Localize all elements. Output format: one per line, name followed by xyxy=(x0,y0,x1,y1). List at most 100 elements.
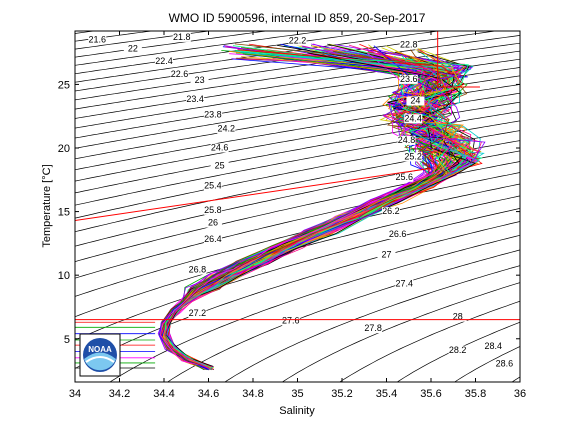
y-tick-label: 15 xyxy=(58,207,70,219)
isopycnal-label-bg xyxy=(203,218,222,228)
isopycnal-label: 24.4 xyxy=(404,113,422,123)
isopycnal-label: 25.2 xyxy=(404,151,422,161)
isopycnal-label: 22.6 xyxy=(171,69,189,79)
isopycnal-label-bg xyxy=(203,110,222,120)
isopycnal-label: 26.8 xyxy=(189,265,207,275)
noaa-logo: NOAA xyxy=(79,333,121,377)
isopycnal-label: 23 xyxy=(195,75,205,85)
isopycnal-label-bg xyxy=(364,324,383,334)
y-tick-label: 5 xyxy=(64,334,70,346)
isopycnal-label: 24 xyxy=(410,95,420,105)
isopycnal-label: 21.6 xyxy=(88,34,106,44)
isopycnal-line xyxy=(75,31,212,50)
y-tick-label: 20 xyxy=(58,143,70,155)
ts-profile-line xyxy=(165,43,450,368)
isopycnal-label: 27 xyxy=(381,249,391,259)
isopycnal-label: 21.8 xyxy=(173,32,191,42)
ts-profile-line xyxy=(161,50,455,368)
x-tick-label: 35.2 xyxy=(331,388,352,400)
isopycnal-label-bg xyxy=(381,207,400,217)
x-tick-label: 34.2 xyxy=(109,388,130,400)
isopycnal-label-bg xyxy=(170,69,189,79)
isopycnal-label-bg xyxy=(448,345,467,355)
isopycnal-line xyxy=(75,31,155,42)
isopycnal-label: 23.6 xyxy=(400,74,418,84)
isopycnal-line xyxy=(166,249,520,382)
red-reference-line xyxy=(75,167,432,221)
isopycnal-label: 25 xyxy=(215,160,225,170)
isopycnal-label-bg xyxy=(288,36,307,46)
x-tick-label: 34.8 xyxy=(242,388,263,400)
isopycnal-label-bg xyxy=(395,172,414,182)
isopycnal-label: 26.4 xyxy=(204,234,222,244)
isopycnal-label: 28.6 xyxy=(496,359,514,369)
isopycnal-label-bg xyxy=(155,57,173,67)
isopycnal-label: 24.2 xyxy=(218,123,236,133)
isopycnal-label-bg xyxy=(377,250,396,260)
isopycnal-label-bg xyxy=(203,235,222,245)
isopycnal-label: 24.8 xyxy=(398,135,416,145)
isopycnal-label-bg xyxy=(190,76,209,86)
isopycnal-label: 25.4 xyxy=(204,181,222,191)
isopycnal-line xyxy=(75,101,520,182)
isopycnal-label: 27.8 xyxy=(364,323,382,333)
y-axis-label: Temperature [°C] xyxy=(41,164,53,247)
isopycnal-labels: 21.6 21.8 22 22.2 22.4 22.6 22.8 23 23.423.8 23.6… xyxy=(88,32,514,369)
isopycnal-line xyxy=(75,111,520,194)
x-tick-label: 35.8 xyxy=(465,388,486,400)
x-tick-label: 34 xyxy=(69,388,81,400)
isopycnal-label-bg xyxy=(210,143,229,153)
chart-title: WMO ID 5900596, internal ID 859, 20-Sep-… xyxy=(169,11,426,25)
isopycnal-label: 25.8 xyxy=(204,205,222,215)
isopycnal-label-bg xyxy=(404,152,423,162)
isopycnal-line xyxy=(109,234,520,382)
isopycnal-label: 27.4 xyxy=(396,279,414,289)
isopycnal-label-bg xyxy=(123,44,142,54)
x-tick-label: 35.6 xyxy=(420,388,441,400)
x-tick-label: 35 xyxy=(291,388,303,400)
isopycnal-label-bg xyxy=(217,124,236,134)
y-tick-label: 25 xyxy=(58,79,70,91)
isopycnal-line xyxy=(75,120,520,206)
y-tick-label: 10 xyxy=(58,270,70,282)
isopycnal-label-bg xyxy=(203,181,222,191)
isopycnal-label-bg xyxy=(495,359,514,369)
isopycnal-label: 24.6 xyxy=(211,143,229,153)
isopycnal-label: 28.4 xyxy=(485,341,503,351)
x-axis-label: Salinity xyxy=(279,405,315,417)
y-axis-ticks: 5 10 15 20 25 xyxy=(58,79,520,346)
isopycnal-line xyxy=(75,75,520,149)
isopycnal-label: 22.2 xyxy=(289,36,307,46)
isopycnal-label-bg xyxy=(404,114,423,124)
isopycnal-label: 23.8 xyxy=(204,109,222,119)
x-tick-label: 36 xyxy=(514,388,526,400)
isopycnal-label: 22.4 xyxy=(155,56,173,66)
ts-profile-line xyxy=(159,52,456,367)
isopycnal-label: 22 xyxy=(128,43,138,53)
x-tick-label: 35.4 xyxy=(376,388,397,400)
isopycnal-line xyxy=(339,300,520,382)
isopycnal-line xyxy=(75,208,520,341)
isopycnal-label-bg xyxy=(210,161,229,171)
isopycnal-label: 26.2 xyxy=(382,206,400,216)
isopycnal-label: 25.6 xyxy=(396,172,414,182)
isopycnal-label-bg xyxy=(172,32,191,42)
isopycnal-label: 28.2 xyxy=(449,345,467,355)
isopycnal-label: 26 xyxy=(208,218,218,228)
isopycnal-label: 23.4 xyxy=(186,94,204,104)
isopycnal-line xyxy=(75,31,327,66)
isopycnal-line xyxy=(75,183,520,297)
x-tick-label: 34.4 xyxy=(153,388,174,400)
isopycnal-label-bg xyxy=(395,279,414,289)
isopycnal-line xyxy=(75,67,520,139)
isopycnal-line xyxy=(75,42,520,110)
isopycnal-line xyxy=(75,50,520,119)
isopycnal-label-bg xyxy=(203,205,222,215)
isopycnal-label: 28 xyxy=(453,312,463,322)
isopycnal-label-bg xyxy=(188,265,207,275)
isopycnal-label-bg xyxy=(88,35,107,45)
isopycnal-label-bg xyxy=(388,230,407,240)
x-axis-ticks: 34 34.2 34.4 34.6 34.8 35 35.2 35.4 35.6 35.8 36 xyxy=(69,31,526,400)
isopycnal-line xyxy=(396,321,520,382)
